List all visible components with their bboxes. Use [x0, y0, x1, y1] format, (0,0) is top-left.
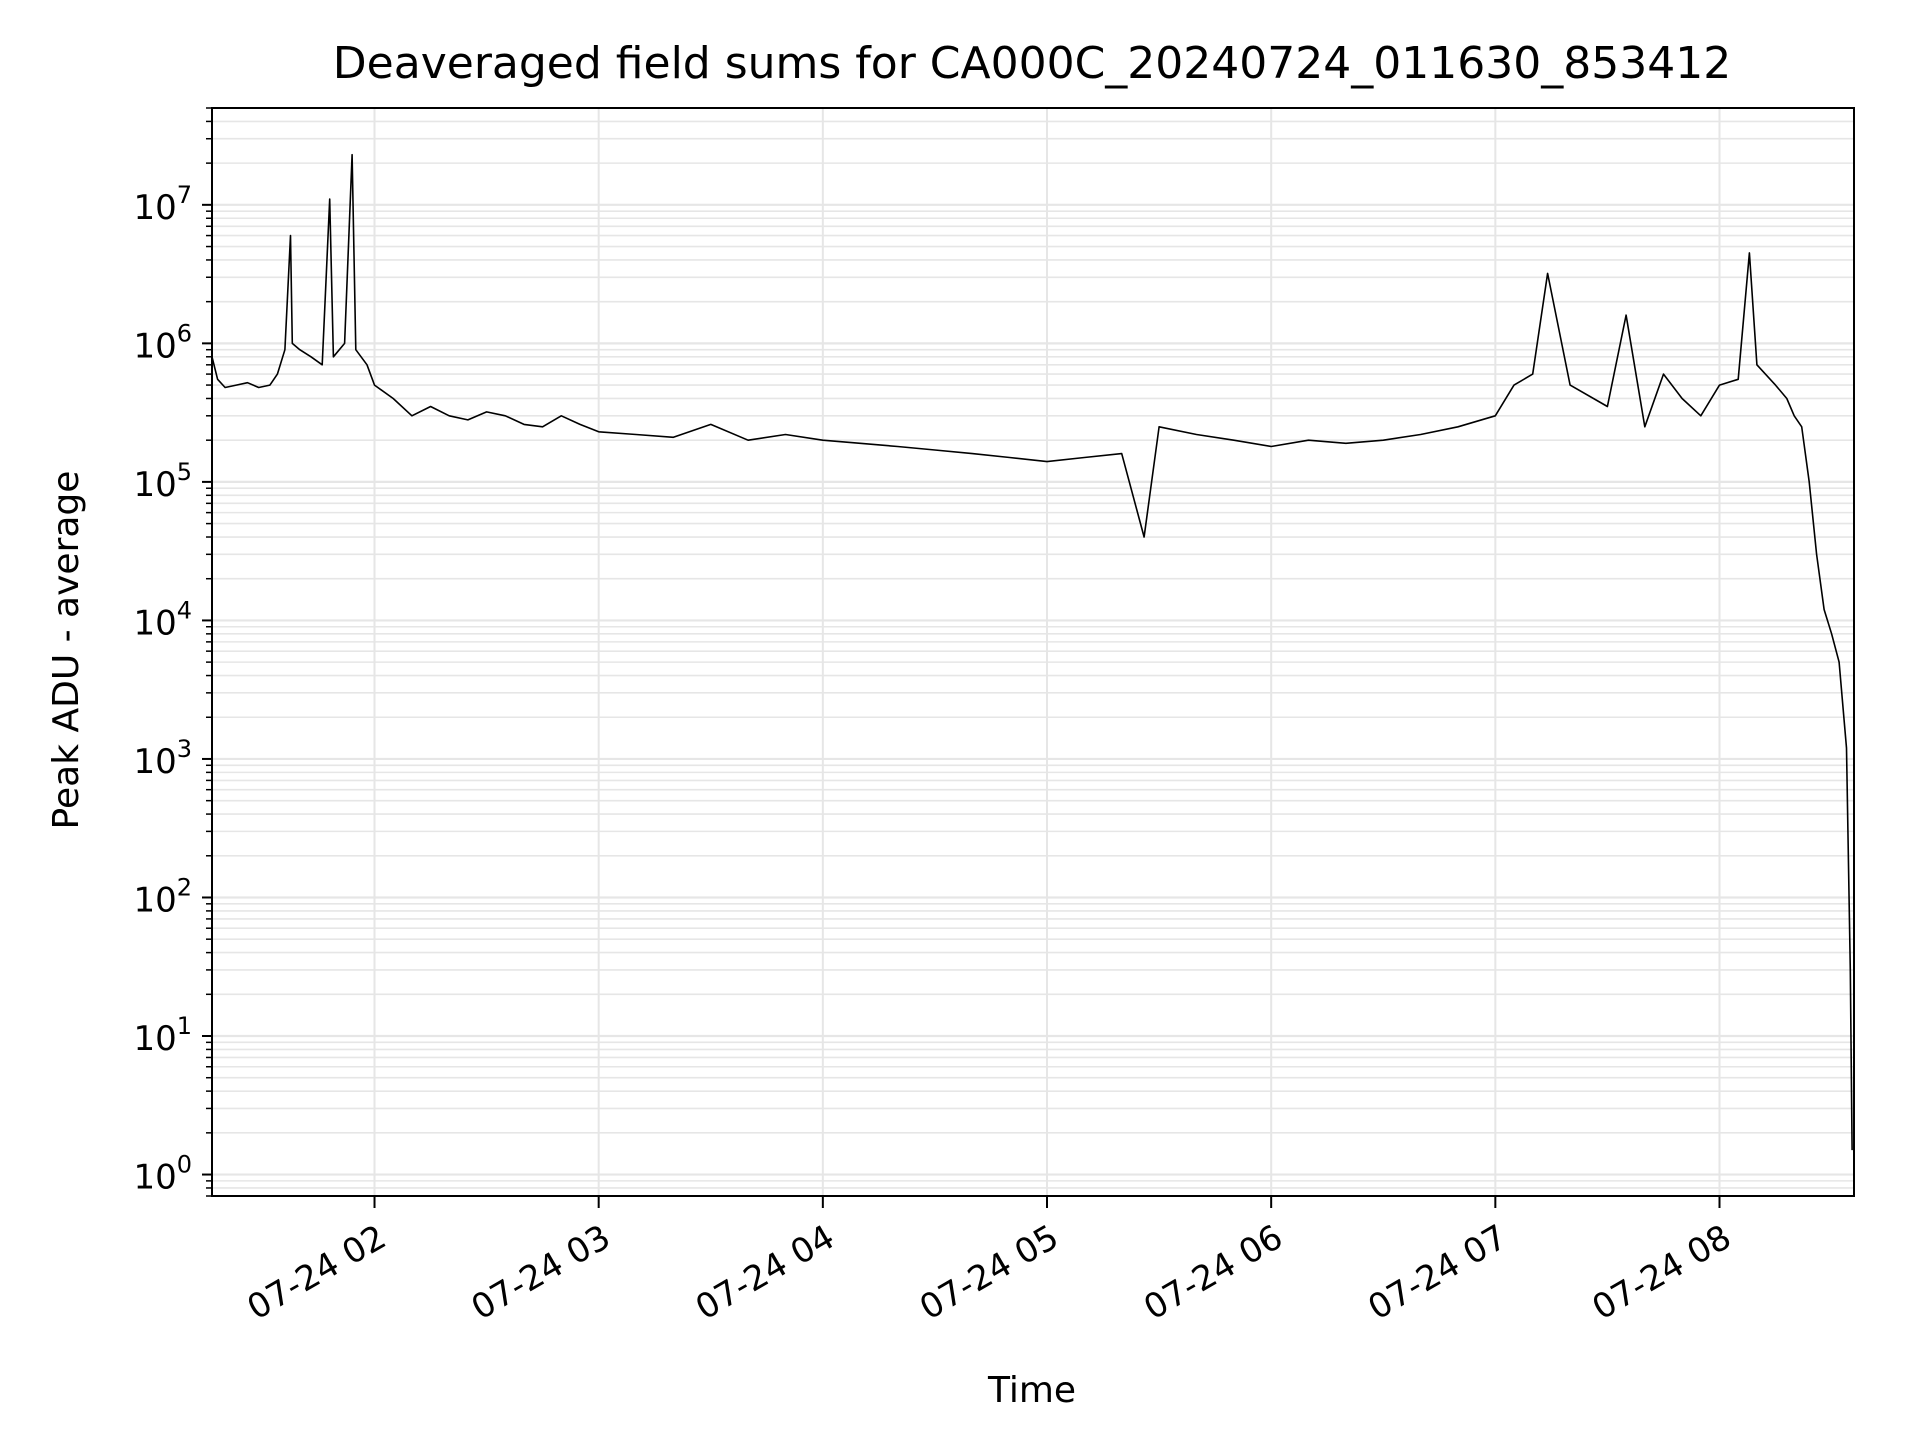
- y-tick-label: 103: [133, 735, 192, 782]
- y-tick-label: 104: [133, 596, 192, 643]
- y-tick-label: 105: [133, 458, 192, 505]
- chart-title: Deaveraged field sums for CA000C_2024072…: [333, 38, 1731, 89]
- plot-frame: [211, 107, 1855, 1197]
- y-tick-label: 106: [133, 319, 192, 366]
- grid-lines: [212, 107, 1854, 1197]
- y-tick-label: 101: [133, 1012, 192, 1059]
- y-tick-label: 102: [133, 873, 192, 920]
- x-axis-label: Time: [987, 1370, 1076, 1411]
- y-axis-label: Peak ADU - average: [46, 471, 87, 830]
- y-tick-label: 100: [133, 1151, 192, 1198]
- series-line-group: [211, 153, 1853, 1151]
- y-tick-label: 107: [133, 181, 192, 228]
- series-line: [211, 153, 1853, 1151]
